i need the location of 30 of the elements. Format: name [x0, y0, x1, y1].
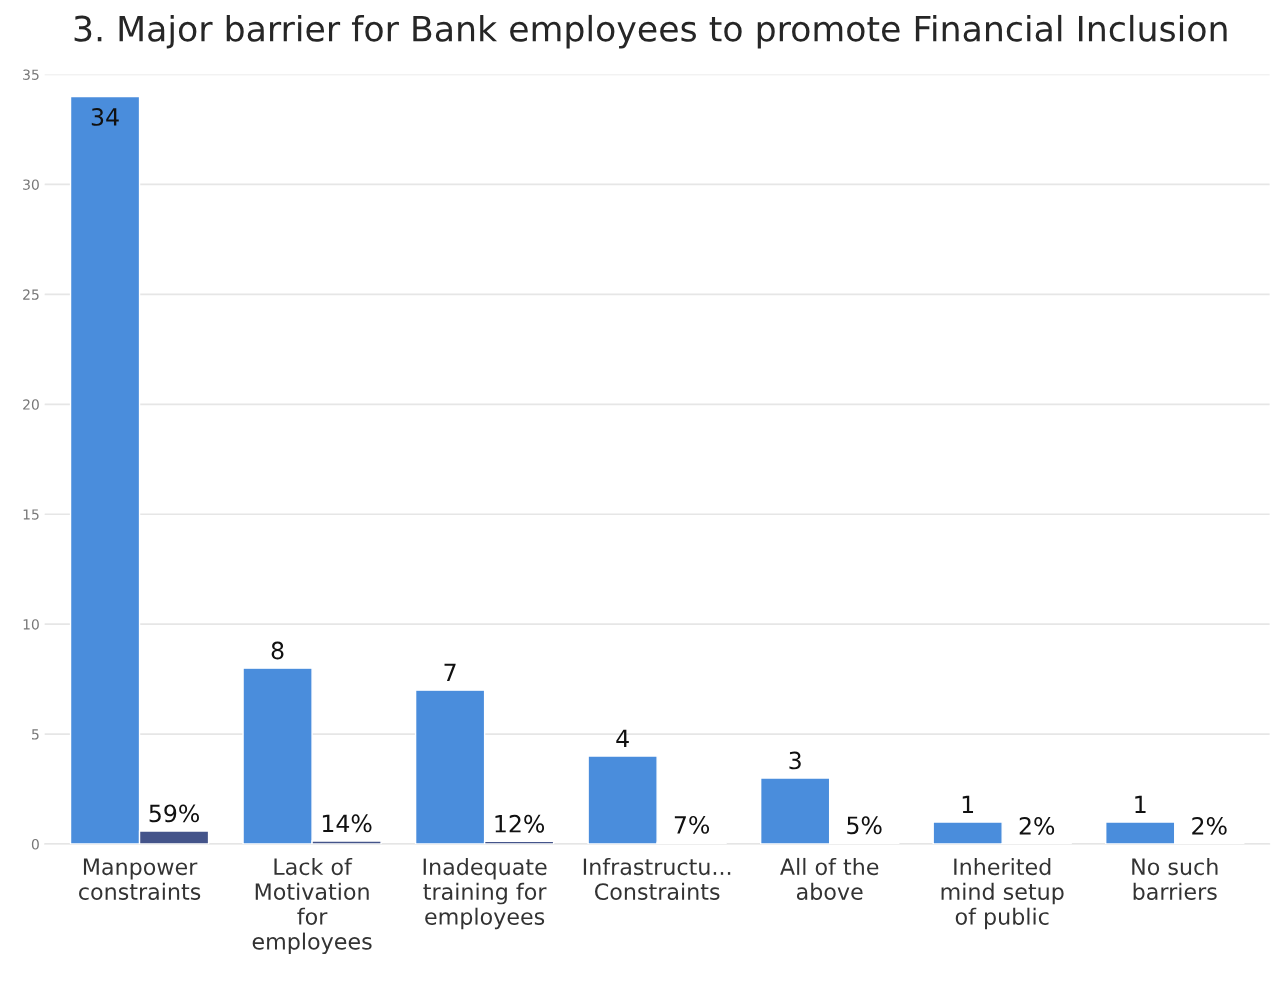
y-tick-label: 15	[23, 509, 39, 520]
data-label: 8	[271, 641, 284, 660]
data-label: 4	[616, 729, 629, 748]
x-tick-label: Inadequate training for employees	[423, 857, 547, 930]
data-label: 2%	[1192, 817, 1227, 835]
y-tick-label: 5	[32, 729, 39, 740]
data-label: 12%	[495, 814, 545, 833]
data-label: 34	[91, 107, 119, 126]
x-tick-label: No such barriers	[1132, 857, 1218, 901]
data-label: 3	[789, 751, 801, 770]
data-label: 1	[1135, 795, 1146, 813]
y-tick-label: 35	[23, 69, 39, 80]
data-label: 7%	[674, 815, 710, 834]
data-label: 14%	[322, 814, 372, 833]
x-tick-label: Lack of Motivation for employees	[252, 857, 372, 955]
x-tick-label: Manpower constraints	[79, 858, 201, 901]
chart-title: 3. Major barrier for Bank employees to promote Financial Inclusion	[74, 14, 1227, 49]
y-tick-label: 30	[23, 179, 39, 190]
y-tick-label: 10	[23, 619, 39, 630]
y-tick-label: 0	[31, 839, 39, 850]
data-label: 2%	[1019, 817, 1055, 835]
data-label: 5%	[847, 816, 882, 835]
x-tick-label: Inherited mind setup of public	[941, 857, 1064, 930]
y-tick-label: 25	[23, 289, 39, 300]
data-label: 7	[444, 663, 456, 682]
data-label: 59%	[149, 804, 199, 823]
x-tick-label: Infrastructu... Constraints	[583, 857, 731, 901]
x-tick-label: All of the above	[780, 857, 879, 901]
data-label: 1	[962, 795, 974, 813]
y-tick-label: 20	[23, 399, 39, 410]
